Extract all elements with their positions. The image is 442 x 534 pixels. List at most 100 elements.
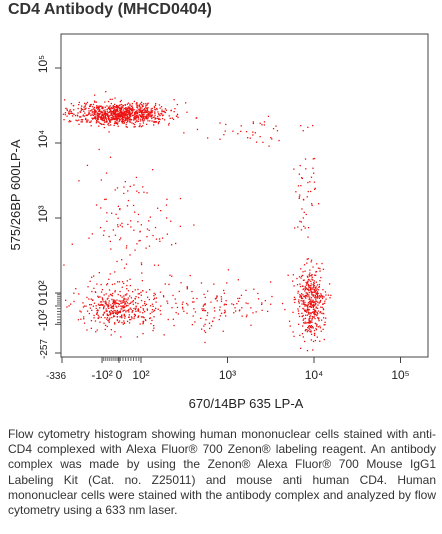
data-point — [116, 313, 118, 315]
data-point — [183, 132, 185, 134]
data-point — [161, 110, 163, 113]
data-point — [314, 313, 316, 316]
data-point — [89, 113, 91, 115]
data-point — [307, 312, 310, 314]
data-point — [108, 235, 110, 238]
data-point — [107, 117, 109, 119]
data-point — [154, 111, 156, 113]
data-point — [145, 115, 147, 117]
data-point — [324, 324, 326, 326]
data-point — [119, 115, 122, 118]
data-point — [143, 120, 145, 122]
data-point — [113, 301, 116, 303]
data-point — [130, 308, 132, 310]
data-point — [272, 128, 275, 130]
data-point — [149, 305, 152, 307]
data-point — [124, 107, 126, 110]
data-point — [111, 212, 113, 214]
data-point — [159, 310, 161, 312]
data-point — [134, 126, 136, 128]
data-point — [148, 298, 150, 301]
data-point — [173, 324, 175, 327]
data-point — [310, 291, 312, 294]
data-point — [135, 307, 137, 310]
data-point — [114, 291, 116, 293]
data-point — [179, 197, 182, 200]
data-point — [146, 118, 148, 120]
data-point — [141, 110, 143, 112]
data-point — [106, 317, 109, 319]
data-point — [134, 211, 136, 213]
data-point — [316, 294, 319, 296]
data-point — [316, 325, 318, 327]
data-point — [324, 321, 326, 323]
data-point — [307, 258, 309, 260]
data-point — [66, 108, 68, 110]
data-point — [117, 293, 119, 296]
data-point — [121, 112, 123, 114]
data-point — [151, 117, 153, 120]
data-point — [87, 286, 89, 288]
data-point — [137, 308, 139, 310]
data-point — [314, 310, 317, 312]
data-point — [312, 340, 315, 343]
data-point — [314, 290, 316, 292]
data-point — [125, 263, 128, 265]
data-point — [104, 328, 106, 331]
data-point — [310, 301, 313, 303]
data-point — [136, 106, 138, 108]
data-point — [306, 293, 309, 295]
data-point — [319, 300, 321, 302]
data-point — [124, 315, 126, 317]
data-point — [115, 119, 117, 121]
data-point — [247, 137, 249, 139]
data-point — [109, 108, 111, 111]
data-point — [144, 311, 146, 313]
data-point — [134, 123, 136, 126]
data-point — [125, 298, 127, 300]
data-point — [307, 329, 309, 332]
data-point — [83, 316, 85, 318]
y-tick-label: 10³ — [36, 205, 50, 222]
data-point — [82, 115, 84, 117]
data-point — [207, 290, 209, 292]
data-point — [306, 196, 308, 198]
data-point — [137, 116, 139, 118]
data-point — [308, 289, 310, 292]
data-point — [104, 106, 106, 108]
data-point — [301, 312, 303, 314]
data-point — [322, 309, 325, 311]
data-point — [119, 108, 122, 110]
data-point — [69, 120, 71, 122]
data-point — [73, 113, 75, 115]
data-point — [103, 305, 105, 307]
data-point — [314, 310, 316, 313]
data-point — [132, 303, 134, 305]
data-point — [267, 310, 269, 312]
data-point — [103, 311, 106, 313]
data-point — [306, 322, 308, 324]
data-point — [309, 272, 311, 274]
data-point — [96, 105, 98, 107]
data-point — [90, 125, 92, 127]
data-point — [311, 321, 313, 323]
data-point — [172, 318, 174, 320]
data-point — [288, 320, 291, 322]
data-point — [315, 306, 317, 308]
data-point — [105, 300, 107, 302]
data-point — [306, 350, 309, 352]
data-point — [111, 118, 113, 120]
data-point — [307, 296, 309, 298]
data-point — [140, 101, 143, 103]
data-point — [192, 315, 194, 317]
data-point — [155, 297, 158, 299]
data-point — [86, 310, 89, 312]
data-point — [308, 322, 310, 324]
data-point — [292, 280, 294, 282]
data-point — [151, 107, 153, 110]
data-point — [306, 310, 308, 312]
data-point — [108, 118, 110, 120]
data-point — [154, 104, 157, 106]
data-point — [116, 116, 118, 118]
data-point — [310, 339, 312, 341]
